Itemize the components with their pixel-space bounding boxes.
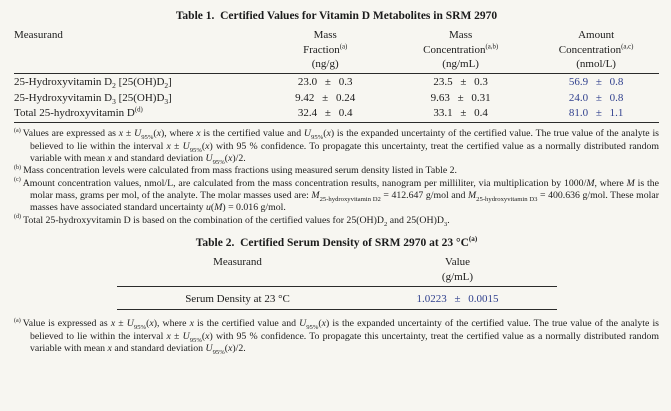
header-line: (nmol/L) xyxy=(576,57,616,70)
footnote-marker: (a) xyxy=(14,127,21,134)
measurand-cell: 25-Hydroxyvitamin D3 [25(OH)D3] xyxy=(14,91,172,106)
footnote-c: (c) Amount concentration values, nmol/L, … xyxy=(14,177,660,215)
col-header-mass-concentration: Mass Concentration(a,b) (ng/mL) xyxy=(388,28,534,75)
header-line: Measurand xyxy=(14,29,63,42)
table-row: Total 25-hydroxyvitamin D(d) 32.4 ± 0.4 … xyxy=(14,104,659,124)
col-header-amount-concentration: Amount Concentration(a,c) (nmol/L) xyxy=(533,28,659,75)
table2: Measurand Value (g/mL) Serum Density at … xyxy=(116,255,557,311)
measurand-cell: 25-Hydroxyvitamin D2 [25(OH)D2] xyxy=(14,76,172,91)
header-line: Mass xyxy=(313,29,337,42)
footnote-text: Mass concentration levels were calculate… xyxy=(23,165,457,177)
amount-concentration-value: 81.0 ± 1.1 xyxy=(533,104,659,124)
amount-concentration-value: 56.9 ± 0.8 xyxy=(568,76,624,89)
footnote-b: (b) Mass concentration levels were calcul… xyxy=(14,165,659,177)
footnote-a: (a) Values are expressed as x ± U95%(x), … xyxy=(14,127,659,166)
footnote-a: (a) Value is expressed as x ± U95%(x), wh… xyxy=(14,317,659,356)
table1-footnotes: (a) Values are expressed as x ± U95%(x), … xyxy=(14,128,659,227)
table1-header: Measurand Mass Fraction(a) (ng/g) Mass C… xyxy=(14,28,659,75)
col-header-mass-fraction: Mass Fraction(a) (ng/g) xyxy=(262,28,389,75)
footnote-marker: (d) xyxy=(14,214,22,221)
value-cell: 1.0223 ± 0.0015 xyxy=(358,286,557,311)
footnote-text: Amount concentration values, nmol/L, are… xyxy=(22,177,660,214)
table1-body: 25-Hydroxyvitamin D2 [25(OH)D2] 23.0 ± 0… xyxy=(14,74,659,124)
table2-wrapper: Measurand Value (g/mL) Serum Density at … xyxy=(116,255,557,311)
header-line: Mass xyxy=(449,29,473,42)
mass-concentration-value: 33.1 ± 0.4 xyxy=(388,104,534,124)
mass-fraction-value: 23.0 ± 0.3 xyxy=(297,76,353,89)
amount-concentration-value: 24.0 ± 0.8 xyxy=(568,91,624,104)
table-row: Serum Density at 23 °C 1.0223 ± 0.0015 xyxy=(116,286,557,311)
measurand-cell: Serum Density at 23 °C xyxy=(116,286,359,311)
header-line: Value xyxy=(444,256,471,269)
table1: Measurand Mass Fraction(a) (ng/g) Mass C… xyxy=(14,28,659,124)
footnote-d: (d) Total 25-hydroxyvitamin D is based on… xyxy=(14,214,659,228)
table2-section: Table 2. Certified Serum Density of SRM … xyxy=(14,235,659,356)
footnote-text: Value is expressed as x ± U95%(x), where… xyxy=(22,318,659,356)
header-row: Measurand Value (g/mL) xyxy=(116,255,557,287)
table2-body: Serum Density at 23 °C 1.0223 ± 0.0015 xyxy=(116,286,557,311)
table2-footnotes: (a) Value is expressed as x ± U95%(x), wh… xyxy=(14,317,659,356)
footnote-marker: (a) xyxy=(14,317,21,324)
footnote-marker: (c) xyxy=(14,177,21,184)
col-header-measurand: Measurand xyxy=(116,255,359,287)
header-line: (ng/mL) xyxy=(442,57,479,70)
mass-concentration-value: 9.63 ± 0.31 xyxy=(430,91,491,104)
header-line: Amount xyxy=(578,29,615,42)
col-header-value: Value (g/mL) xyxy=(358,255,557,287)
table-row: 25-Hydroxyvitamin D2 [25(OH)D2] 23.0 ± 0… xyxy=(14,74,659,91)
mass-concentration-value: 23.5 ± 0.3 xyxy=(433,76,488,89)
table2-header: Measurand Value (g/mL) xyxy=(116,255,557,287)
header-line: (ng/g) xyxy=(311,57,339,70)
header-line: Fraction(a) xyxy=(303,43,348,56)
header-line: Concentration(a,c) xyxy=(558,43,634,56)
header-line: (g/mL) xyxy=(441,270,474,283)
footnote-marker: (b) xyxy=(14,164,22,171)
footnote-text: Total 25-hydroxyvitamin D is based on th… xyxy=(23,214,450,228)
header-line: Measurand xyxy=(213,256,262,269)
header-line: Concentration(a,b) xyxy=(423,43,499,56)
table2-title: Table 2. Certified Serum Density of SRM … xyxy=(195,235,478,249)
mass-fraction-value: 9.42 ± 0.24 xyxy=(295,91,356,104)
table1-title: Table 1. Certified Values for Vitamin D … xyxy=(175,10,498,22)
footnote-text: Values are expressed as x ± U95%(x), whe… xyxy=(22,128,659,166)
table-row: 25-Hydroxyvitamin D3 [25(OH)D3] 9.42 ± 0… xyxy=(14,90,659,105)
measurand-cell: Total 25-hydroxyvitamin D(d) xyxy=(14,104,263,124)
col-header-measurand: Measurand xyxy=(14,28,263,75)
header-row: Measurand Mass Fraction(a) (ng/g) Mass C… xyxy=(14,28,659,75)
mass-fraction-value: 32.4 ± 0.4 xyxy=(262,104,389,124)
